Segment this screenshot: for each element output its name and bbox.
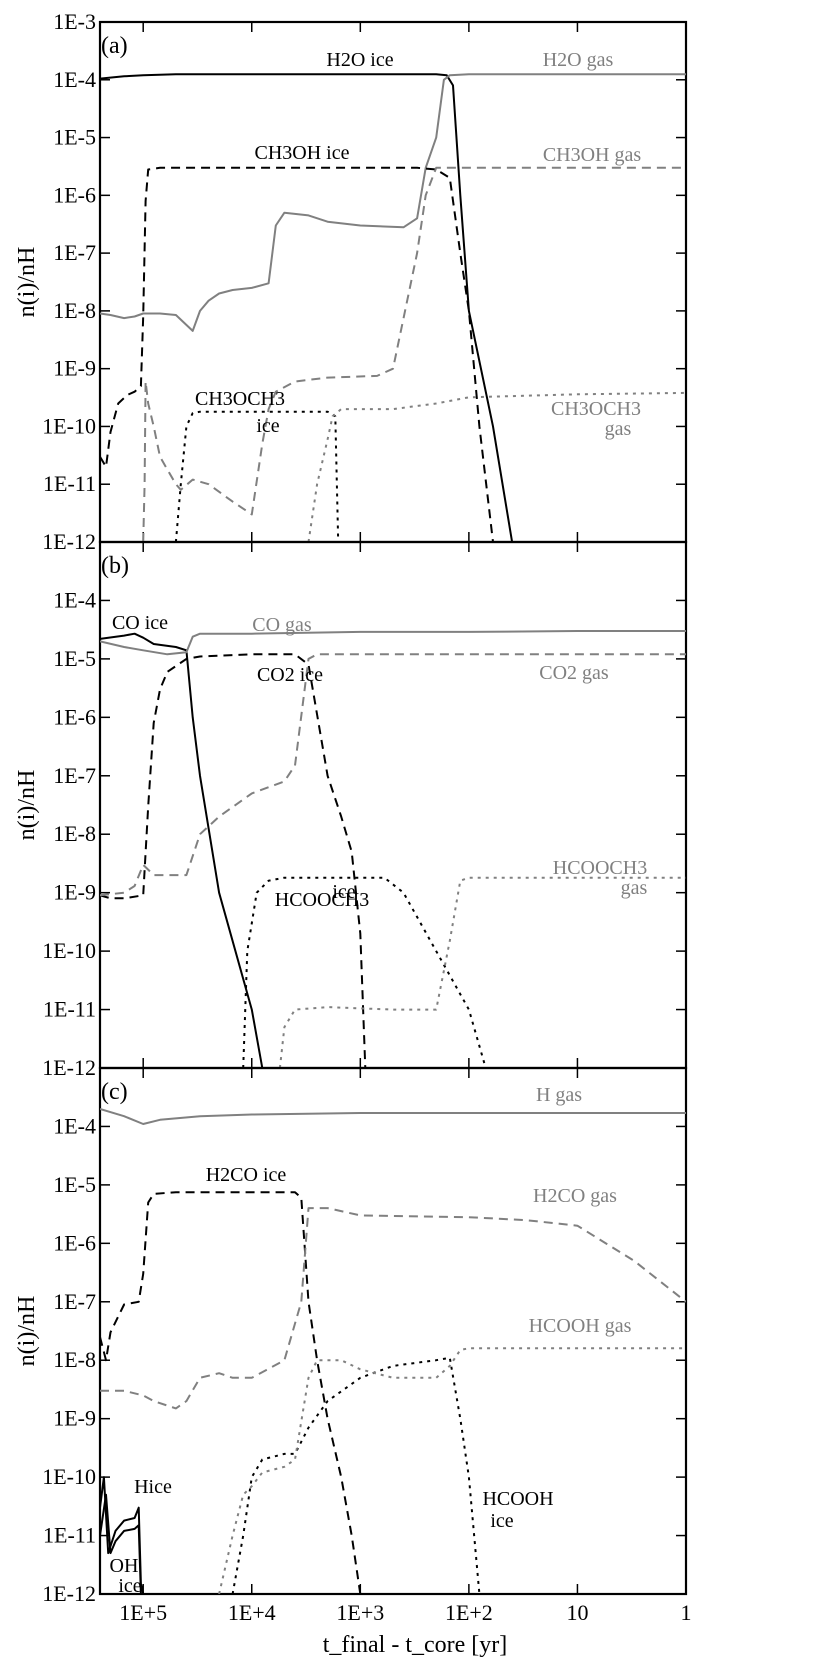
series-label: CH3OCH3 [551,398,641,420]
y-tick-label: 1E-6 [53,1230,96,1255]
y-axis-label: n(i)/nH [14,247,40,318]
x-tick-label: 1E+5 [119,1600,167,1625]
y-tick-label: 1E-6 [53,182,96,207]
y-tick-label: 1E-8 [53,821,96,846]
y-tick-label: 1E-11 [43,471,96,496]
series-line [100,1493,142,1594]
x-tick-label: 1E+4 [228,1600,276,1625]
y-axis-label: n(i)/nH [14,1296,40,1367]
panel-label: (b) [101,553,129,579]
series-line [100,1107,686,1125]
series-line [142,166,686,542]
series-label: CO2 ice [257,664,323,686]
series-label: HCOOCH3 [553,857,647,879]
y-tick-label: 1E-11 [43,1523,96,1548]
y-tick-label: 1E-11 [43,997,96,1022]
y-tick-label: 1E-12 [42,1055,96,1080]
y-tick-label: 1E-4 [53,67,96,92]
y-tick-label: 1E-7 [53,240,96,265]
x-tick-label: 1 [681,1600,692,1625]
series-line [100,166,494,542]
series-line [100,73,514,542]
panel-frame [98,1066,688,1596]
series-label: H2O ice [326,49,393,71]
series-label: H2CO gas [533,1185,617,1207]
series-line [100,630,686,656]
series-line [100,1191,362,1594]
y-tick-label: 1E-9 [53,880,96,905]
series-label: ice [118,1575,141,1597]
series-line [100,73,686,332]
panel-frame [98,20,688,544]
series-label: ice [490,1510,513,1532]
series-line [174,410,340,542]
series-line [218,1347,686,1594]
series-label: H2CO ice [206,1164,287,1186]
y-tick-label: 1E-12 [42,529,96,554]
y-tick-label: 1E-4 [53,1113,96,1138]
series-line [100,653,686,897]
y-tick-label: 1E-4 [53,587,96,612]
series-label: CH3OH ice [255,142,350,164]
y-tick-label: 1E-10 [42,413,96,438]
y-axis-label: n(i)/nH [14,770,40,841]
panel-label: (c) [101,1079,128,1105]
y-tick-label: 1E-5 [53,125,96,150]
series-label: HCOOH gas [529,1315,632,1337]
series-line [100,632,264,1068]
y-tick-label: 1E-10 [42,1464,96,1489]
y-tick-label: 1E-5 [53,646,96,671]
series-label: gas [621,877,648,899]
series-label: ice [332,881,355,903]
series-line [278,876,686,1068]
y-tick-label: 1E-9 [53,1406,96,1431]
y-tick-label: 1E-5 [53,1172,96,1197]
y-tick-label: 1E-8 [53,1347,96,1372]
series-label: CH3OCH3 [195,388,285,410]
series-label: CO ice [112,612,168,634]
y-tick-label: 1E-10 [42,938,96,963]
series-line [231,1356,481,1594]
series-line [307,391,686,542]
series-label: ice [256,415,279,437]
series-label: CO gas [252,614,312,636]
x-axis-label: t_final - t_core [yr] [323,1632,508,1658]
series-label: CH3OH gas [543,144,642,166]
y-tick-label: 1E-7 [53,1289,96,1314]
series-label: CO2 gas [539,662,609,684]
series-line [100,653,367,1068]
y-tick-label: 1E-12 [42,1581,96,1606]
y-tick-label: 1E-6 [53,704,96,729]
series-line [100,1207,686,1410]
y-tick-label: 1E-9 [53,356,96,381]
x-tick-label: 1E+2 [445,1600,493,1625]
series-label: H gas [536,1084,582,1106]
series-label: Hice [134,1476,172,1498]
series-label: HCOOCH3 [275,889,369,911]
series-label: H2O gas [543,49,614,71]
y-tick-label: 1E-7 [53,763,96,788]
x-tick-label: 1E+3 [336,1600,384,1625]
y-tick-label: 1E-8 [53,298,96,323]
x-tick-label: 10 [566,1600,588,1625]
panel-frame [98,540,688,1070]
y-tick-label: 1E-3 [53,9,96,34]
series-label: gas [605,418,632,440]
series-label: OH [110,1555,139,1577]
panel-label: (a) [101,33,128,59]
series-label: HCOOH [482,1488,553,1510]
